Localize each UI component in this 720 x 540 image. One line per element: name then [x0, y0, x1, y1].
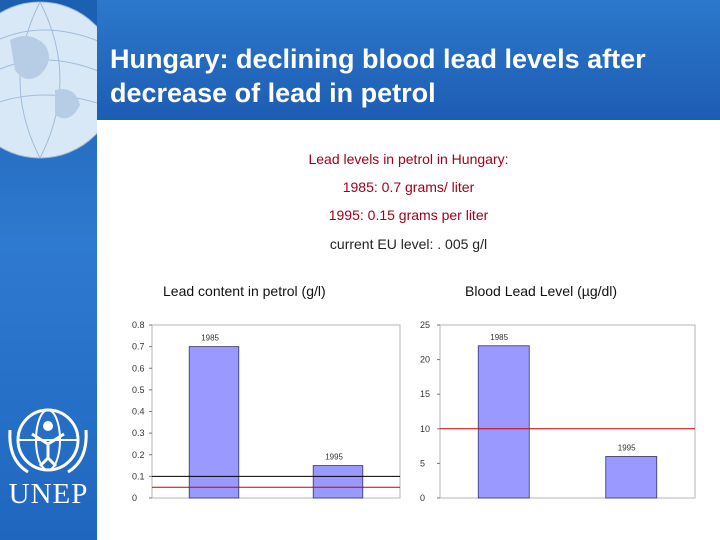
chart2-tick-label: 25	[420, 320, 430, 330]
chart1-bar-1985	[188, 346, 240, 499]
info-line-1985: 1985: 0.7 grams/ liter	[342, 179, 475, 195]
unep-logo-text: UNEP	[8, 478, 89, 510]
chart-petrol-lead: 0 0.1 0.2 0.3 0.4 0.5 0.6 0.7 0.8 1985 1995	[132, 320, 401, 503]
chart2-tick-label: 15	[420, 389, 430, 399]
unep-logo	[8, 408, 88, 474]
left-decor-band: UNEP	[0, 0, 97, 540]
chart1-tick-label: 0.4	[132, 407, 145, 417]
chart2-bar-1985	[477, 345, 530, 499]
chart2-tick-label: 5	[420, 458, 425, 468]
chart2-bar-1995	[605, 456, 658, 499]
chart1-bar-1995	[312, 465, 364, 499]
chart2-tick-label: 10	[420, 424, 430, 434]
chart-blood-lead: 0 5 10 15 20 25 1985 1995	[420, 320, 696, 503]
chart-blood-title: Blood Lead Level (µg/dl)	[465, 283, 618, 299]
info-line-eu-level: current EU level: . 005 g/l	[329, 236, 488, 252]
chart-petrol-title: Lead content in petrol (g/l)	[163, 283, 326, 299]
chart2-tick-label: 0	[420, 493, 425, 503]
chart1-tick-label: 0.3	[132, 428, 145, 438]
chart1-tick-label: 0.6	[132, 363, 145, 373]
chart1-tick-label: 0.2	[132, 450, 145, 460]
chart1-bar-label: 1985	[201, 334, 219, 343]
title-band	[97, 0, 720, 120]
globe-icon	[0, 1, 97, 159]
info-line-1995: 1995: 0.15 grams per liter	[328, 207, 489, 223]
chart1-tick-label: 0.5	[132, 385, 145, 395]
chart2-bar-label: 1995	[618, 443, 636, 452]
chart2-bar-label: 1985	[490, 333, 508, 342]
chart1-tick-label: 0	[132, 493, 137, 503]
info-line-heading: Lead levels in petrol in Hungary:	[308, 151, 509, 167]
chart1-bar-label: 1995	[325, 453, 343, 462]
chart2-tick-label: 20	[420, 355, 430, 365]
chart1-tick-label: 0.7	[132, 342, 145, 352]
chart1-tick-label: 0.8	[132, 320, 145, 330]
chart1-tick-label: 0.1	[132, 471, 145, 481]
page-title: Hungary: declining blood lead levels aft…	[110, 44, 646, 108]
